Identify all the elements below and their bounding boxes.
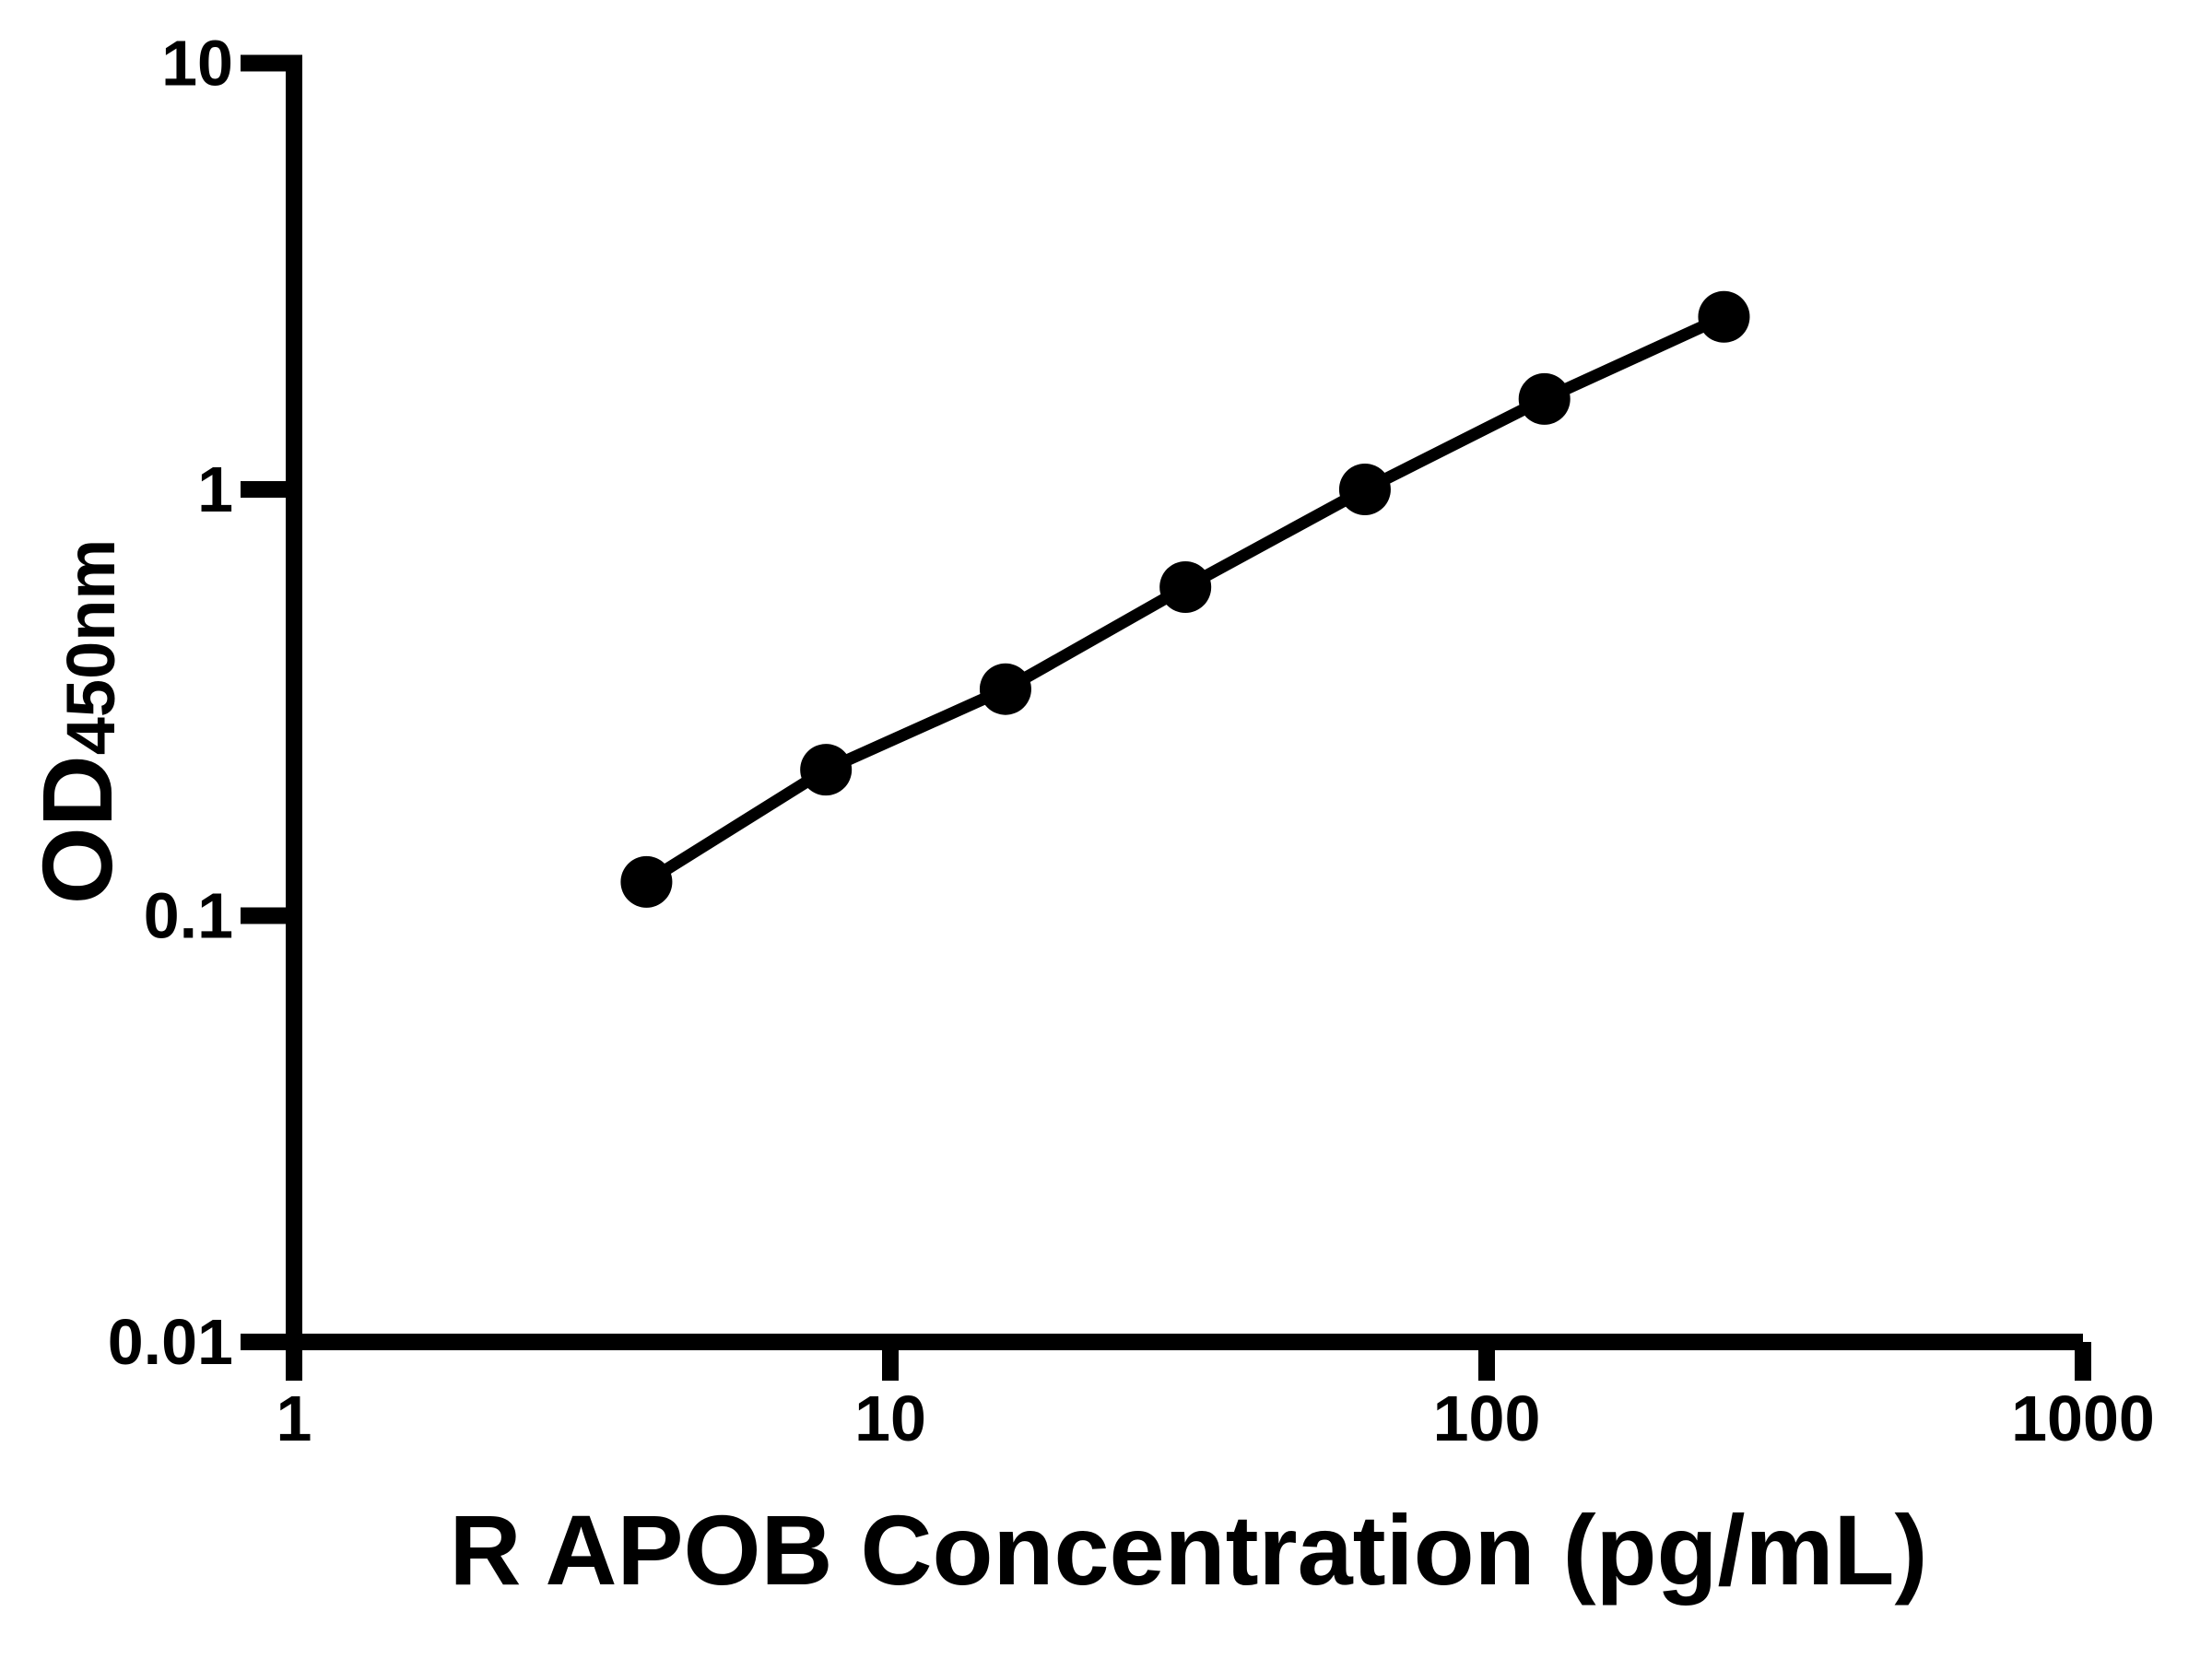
data-point (1518, 372, 1571, 425)
data-point (1159, 560, 1212, 613)
data-point (620, 855, 673, 908)
data-point (1698, 290, 1750, 343)
y-tick-label: 10 (161, 28, 233, 100)
y-tick-label: 0.01 (108, 1306, 233, 1378)
data-point (800, 744, 853, 796)
x-tick-label: 100 (1433, 1382, 1541, 1454)
x-tick-label: 1 (276, 1382, 312, 1454)
x-axis-title: R APOB Concentration (pg/mL) (449, 1494, 1928, 1606)
y-tick-label: 1 (197, 453, 233, 525)
x-tick-label: 1000 (2011, 1382, 2155, 1454)
x-tick-label: 10 (854, 1382, 926, 1454)
data-point (1338, 464, 1391, 515)
axis-frame (286, 54, 2083, 1350)
data-point (979, 663, 1031, 715)
y-axis-title-main: OD (21, 755, 133, 905)
y-tick-label: 0.1 (144, 880, 233, 952)
y-axis-title: OD450nm (21, 538, 133, 904)
y-axis-title-subscript: 450nm (52, 538, 129, 756)
